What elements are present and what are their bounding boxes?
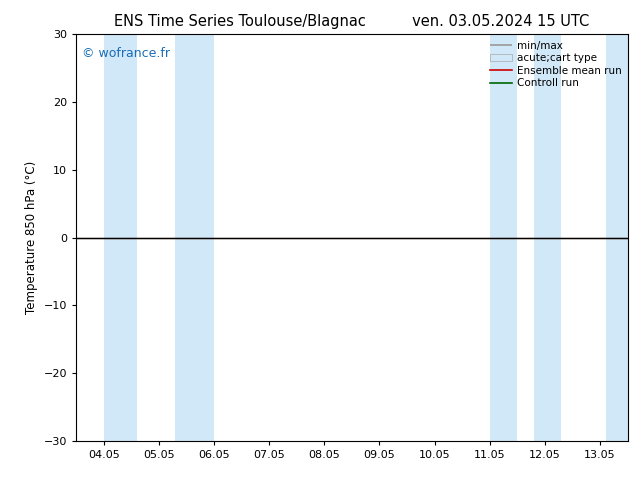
Title: ENS Time Series Toulouse/Blagnac          ven. 03.05.2024 15 UTC: ENS Time Series Toulouse/Blagnac ven. 03…	[114, 14, 590, 29]
Bar	[103, 34, 137, 441]
Bar	[534, 34, 562, 441]
Text: © wofrance.fr: © wofrance.fr	[82, 47, 170, 59]
Y-axis label: Temperature 850 hPa (°C): Temperature 850 hPa (°C)	[25, 161, 38, 314]
Bar	[176, 34, 214, 441]
Bar	[489, 34, 517, 441]
Legend: min/max, acute;cart type, Ensemble mean run, Controll run: min/max, acute;cart type, Ensemble mean …	[486, 37, 624, 92]
Bar	[605, 34, 628, 441]
